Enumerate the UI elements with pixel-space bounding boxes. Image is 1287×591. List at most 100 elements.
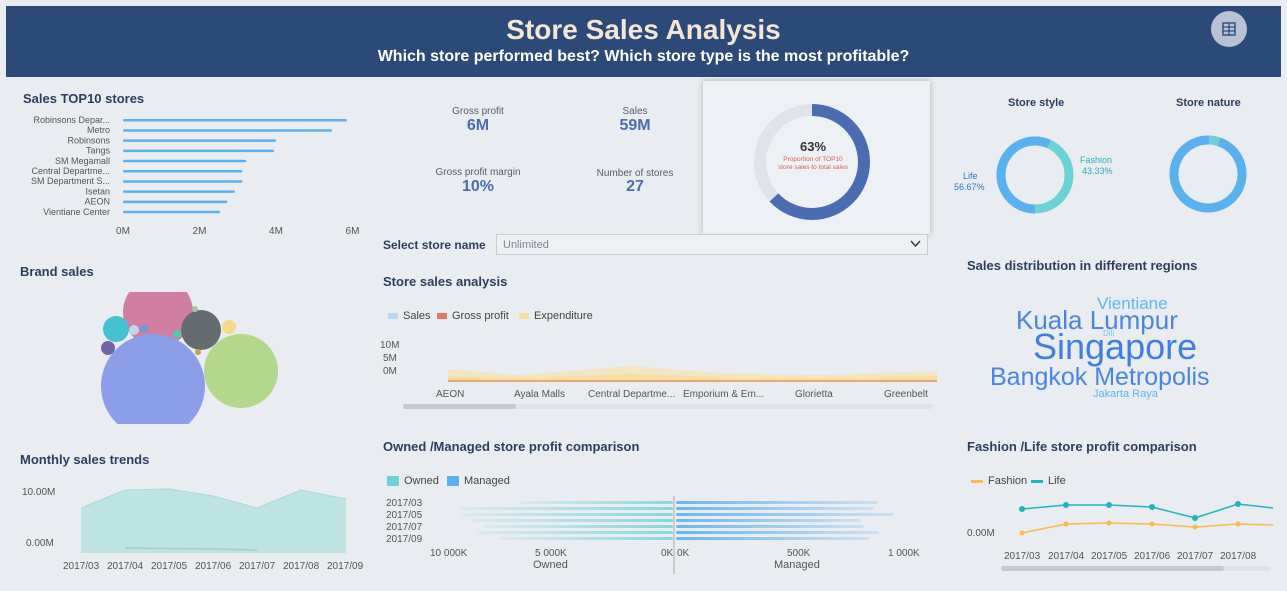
menu-button[interactable] <box>1211 11 1247 47</box>
top10-bar-chart[interactable]: Robinsons Depar...MetroRobinsonsTangsSM … <box>20 112 360 240</box>
brand-bubble[interactable] <box>129 325 139 335</box>
fashion-life-scroll-thumb[interactable] <box>1001 566 1224 571</box>
store-nature-title: Store nature <box>1176 97 1241 109</box>
owned-bar <box>483 525 673 528</box>
word-kuala-lumpur[interactable]: Kuala Lumpur <box>1016 305 1178 335</box>
legend-expenditure[interactable]: Expenditure <box>519 310 593 322</box>
x-axis-label-owned: Owned <box>533 559 568 571</box>
monthly-profit-line <box>124 547 258 551</box>
word-dili[interactable]: Dili <box>1103 329 1115 338</box>
store-label: Vientiane Center <box>43 207 110 217</box>
life-label: Life <box>963 171 978 181</box>
store-sales-area-chart[interactable]: 10M 5M 0M AEON Ayala Malls Central Depar… <box>380 336 937 404</box>
legend-gross-profit[interactable]: Gross profit <box>437 310 509 322</box>
y-tick: 2017/05 <box>386 510 423 521</box>
fashion-point <box>1063 521 1069 527</box>
legend-managed[interactable]: Managed <box>447 475 510 487</box>
brand-bubble[interactable] <box>101 341 115 355</box>
sales-label: Sales <box>622 106 648 117</box>
life-point <box>1063 502 1069 508</box>
x-tick: 500K <box>787 548 811 559</box>
store-name-select-value: Unlimited <box>503 239 549 251</box>
top10-share-caption-line2: store sales to total sales <box>778 164 848 171</box>
brand-bubble[interactable] <box>195 349 201 355</box>
life-point <box>1019 506 1025 512</box>
brand-bubble[interactable] <box>103 316 129 342</box>
legend-sales[interactable]: Sales <box>388 310 431 322</box>
legend-fashion[interactable]: Fashion <box>971 475 1027 487</box>
store-bar <box>123 119 347 122</box>
life-line <box>1021 503 1273 519</box>
gross-profit-label: Gross profit <box>452 106 504 117</box>
x-tick: Central Departme... <box>588 389 675 400</box>
x-tick: 2017/03 <box>1004 551 1041 562</box>
word-bangkok-metropolis[interactable]: Bangkok Metropolis <box>990 363 1210 391</box>
top10-title: Sales TOP10 stores <box>23 91 145 106</box>
store-style-donut[interactable] <box>990 130 1080 220</box>
brand-bubble[interactable] <box>181 310 221 350</box>
store-sales-title: Store sales analysis <box>383 274 508 289</box>
legend-owned[interactable]: Owned <box>387 475 439 487</box>
brand-bubble[interactable] <box>192 306 198 312</box>
x-axis-label-managed: Managed <box>774 559 820 571</box>
owned-bar <box>478 531 673 534</box>
store-label: SM Megamall <box>55 156 110 166</box>
x-tick: 10 000K <box>430 548 468 559</box>
store-name-select[interactable]: Unlimited <box>496 234 928 255</box>
brand-bubble[interactable] <box>173 330 181 338</box>
life-point <box>1106 502 1112 508</box>
y-tick: 5M <box>383 353 397 364</box>
store-label: AEON <box>84 197 110 207</box>
life-point <box>1149 504 1155 510</box>
y-tick: 2017/09 <box>386 534 423 545</box>
sales-value: 59M <box>619 117 651 134</box>
brand-bubble[interactable] <box>204 334 278 408</box>
x-tick: 0K <box>661 548 674 559</box>
store-nature-donut[interactable] <box>1162 128 1254 220</box>
store-bar <box>123 170 243 173</box>
donut-segment <box>754 104 870 220</box>
fashion-line <box>1021 522 1273 534</box>
owned-managed-butterfly-chart[interactable]: 2017/03 2017/05 2017/07 2017/09 10 000K … <box>383 496 928 576</box>
brand-sales-bubble-chart[interactable] <box>90 292 290 424</box>
x-tick: Ayala Malls <box>514 389 565 400</box>
x-tick: 2M <box>193 226 207 237</box>
legend-life[interactable]: Life <box>1031 475 1066 487</box>
x-tick: 2017/04 <box>107 561 144 572</box>
page-subtitle: Which store performed best? Which store … <box>377 48 910 65</box>
x-tick: Greenbelt <box>884 389 928 400</box>
x-tick: 2017/09 <box>327 561 364 572</box>
store-bar <box>123 139 277 142</box>
fashion-point <box>1192 524 1198 530</box>
brand-sales-title: Brand sales <box>20 264 94 279</box>
x-tick: 2017/07 <box>1177 551 1214 562</box>
x-tick: Glorietta <box>795 389 833 400</box>
owned-bar <box>499 537 673 540</box>
x-tick: 2017/06 <box>1134 551 1171 562</box>
store-sales-scrollbar[interactable] <box>403 404 933 409</box>
y-tick: 2017/07 <box>386 522 423 533</box>
fashion-life-line-chart[interactable]: 0.00M 2017/03 2017/04 2017/05 2017/06 20… <box>965 496 1273 566</box>
fashion-label: Fashion <box>1080 155 1113 165</box>
y-tick: 2017/03 <box>386 498 423 509</box>
owned-managed-title: Owned /Managed store profit comparison <box>383 439 640 454</box>
monthly-area-chart[interactable]: 10.00M 0.00M 2017/03 2017/04 2017/05 201… <box>20 478 368 576</box>
top10-share-percent: 63% <box>799 139 827 154</box>
store-bar <box>123 159 247 163</box>
brand-bubble[interactable] <box>222 320 236 334</box>
gross-profit-value: 6M <box>466 117 490 134</box>
brand-bubble[interactable] <box>140 325 148 333</box>
y-tick: 0.00M <box>967 528 995 539</box>
y-tick: 10.00M <box>22 487 55 498</box>
margin-value: 10% <box>461 178 495 195</box>
x-tick: 2017/05 <box>151 561 188 572</box>
brand-bubble[interactable] <box>101 334 205 424</box>
x-tick: 2017/08 <box>1220 551 1257 562</box>
word-vientiane[interactable]: Vientiane <box>1097 294 1168 313</box>
fashion-percent: 43.33% <box>1082 166 1113 176</box>
store-sales-scroll-thumb[interactable] <box>403 404 516 409</box>
word-jakarta-raya[interactable]: Jakarta Raya <box>1093 388 1158 400</box>
word-singapore[interactable]: Singapore <box>1033 326 1198 367</box>
managed-bar <box>676 507 874 510</box>
store-label: Tangs <box>86 146 111 156</box>
